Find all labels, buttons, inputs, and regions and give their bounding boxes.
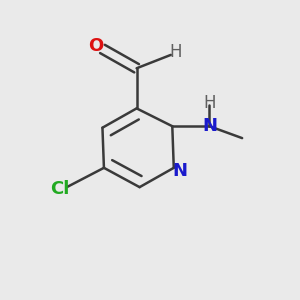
Text: N: N <box>202 117 217 135</box>
Text: H: H <box>203 94 216 112</box>
Text: H: H <box>169 43 182 61</box>
Text: Cl: Cl <box>50 180 69 198</box>
Text: N: N <box>172 162 187 180</box>
Text: O: O <box>88 37 103 55</box>
